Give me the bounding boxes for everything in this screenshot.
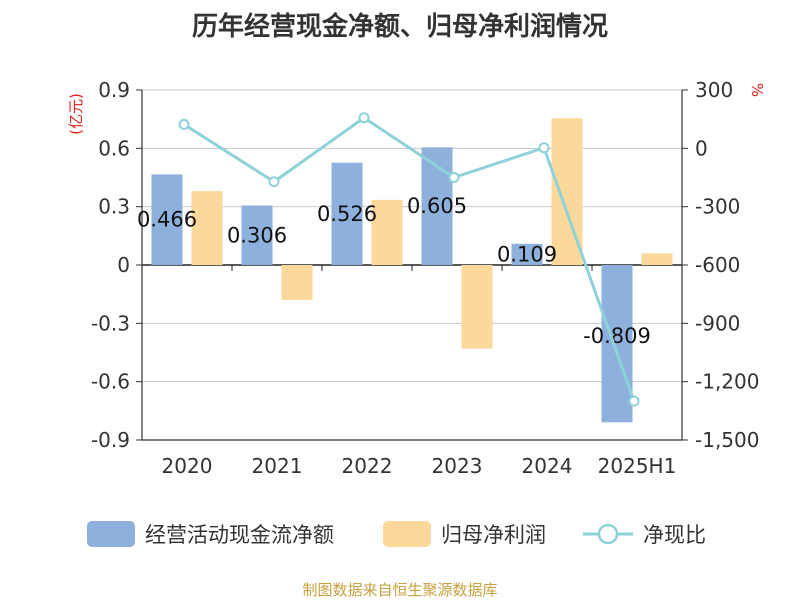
right-tick-label: -900 bbox=[695, 311, 740, 335]
bar-operating-cashflow bbox=[241, 205, 273, 265]
category-label: 2024 bbox=[522, 454, 573, 478]
ratio-point bbox=[358, 112, 370, 124]
right-tick-label: -1,500 bbox=[695, 428, 759, 452]
bar-net-profit bbox=[461, 265, 493, 349]
data-label: 0.605 bbox=[407, 194, 467, 218]
ratio-point bbox=[538, 142, 550, 154]
category-label: 2023 bbox=[432, 454, 483, 478]
category-label: 2025H1 bbox=[598, 454, 677, 478]
category-label: 2022 bbox=[342, 454, 393, 478]
data-label: 0.109 bbox=[497, 242, 557, 266]
right-tick-label: -1,200 bbox=[695, 370, 759, 394]
left-axis-label: (亿元) bbox=[67, 93, 85, 135]
right-tick-label: -300 bbox=[695, 195, 740, 219]
legend-label: 经营活动现金流净额 bbox=[145, 523, 334, 547]
ratio-point bbox=[178, 118, 190, 130]
right-tick-label: 300 bbox=[695, 78, 733, 102]
right-tick-label: 0 bbox=[695, 136, 708, 160]
right-tick-label: -600 bbox=[695, 253, 740, 277]
left-tick-label: 0 bbox=[117, 253, 130, 277]
right-axis-label: % bbox=[748, 83, 766, 97]
data-label: 0.526 bbox=[317, 202, 377, 226]
bar-operating-cashflow bbox=[511, 243, 543, 265]
left-tick-label: -0.3 bbox=[91, 311, 130, 335]
bar-net-profit bbox=[371, 199, 403, 265]
left-tick-label: 0.3 bbox=[98, 195, 130, 219]
legend-marker-ratio bbox=[597, 523, 619, 545]
legend-swatch-net-profit bbox=[383, 521, 431, 547]
chart-title: 历年经营现金净额、归母净利润情况 bbox=[191, 12, 608, 42]
data-label: -0.809 bbox=[583, 324, 651, 348]
legend-swatch-operating-cashflow bbox=[87, 521, 135, 547]
data-label: 0.306 bbox=[227, 223, 287, 247]
category-label: 2020 bbox=[162, 454, 213, 478]
legend-label: 净现比 bbox=[643, 523, 706, 547]
category-label: 2021 bbox=[252, 454, 303, 478]
ratio-line bbox=[183, 115, 636, 402]
ratio-point bbox=[268, 176, 280, 188]
ratio-point bbox=[448, 172, 460, 183]
bar-operating-cashflow bbox=[331, 162, 363, 265]
source-note: 制图数据来自恒生聚源数据库 bbox=[302, 581, 498, 599]
ratio-point bbox=[628, 395, 640, 407]
left-tick-label: 0.6 bbox=[98, 136, 130, 160]
bar-operating-cashflow bbox=[601, 265, 633, 423]
bar-net-profit bbox=[191, 191, 223, 265]
bar-operating-cashflow bbox=[151, 174, 183, 265]
data-label: 0.466 bbox=[137, 208, 197, 232]
left-tick-label: -0.9 bbox=[91, 428, 130, 452]
bar-net-profit bbox=[641, 253, 673, 265]
legend-label: 归母净利润 bbox=[441, 523, 546, 547]
left-tick-label: 0.9 bbox=[98, 78, 130, 102]
left-tick-label: -0.6 bbox=[91, 370, 130, 394]
bar-net-profit bbox=[281, 265, 313, 300]
